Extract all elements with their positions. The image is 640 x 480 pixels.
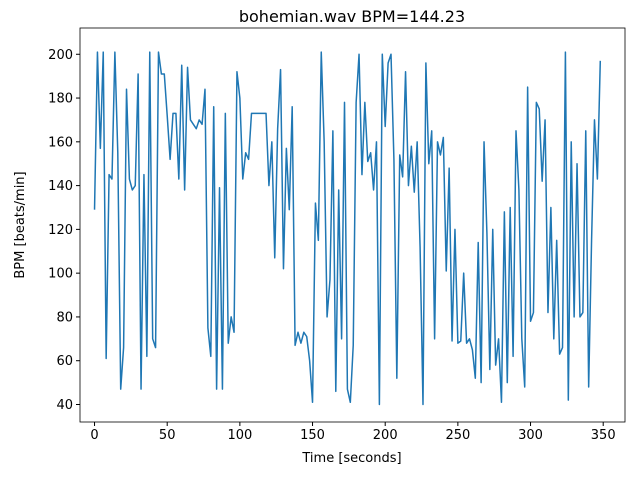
y-tick-label: 140 xyxy=(48,179,73,194)
x-tick-label: 100 xyxy=(227,428,252,443)
y-tick-label: 80 xyxy=(56,310,73,325)
x-axis-label: Time [seconds] xyxy=(301,451,401,466)
y-tick-label: 160 xyxy=(48,135,73,150)
data-line xyxy=(93,51,602,406)
plot-frame xyxy=(79,27,626,423)
y-tick-label: 100 xyxy=(48,267,73,282)
chart-title: bohemian.wav BPM=144.23 xyxy=(239,7,465,26)
x-tick-label: 50 xyxy=(159,428,176,443)
y-axis-label: BPM [beats/min] xyxy=(13,171,28,278)
x-tick-label: 300 xyxy=(518,428,543,443)
y-tick-label: 120 xyxy=(48,223,73,238)
x-tick-label: 200 xyxy=(373,428,398,443)
y-tick-label: 200 xyxy=(48,48,73,63)
x-tick-label: 150 xyxy=(300,428,325,443)
y-tick-label: 40 xyxy=(56,398,73,413)
x-tick-label: 250 xyxy=(445,428,470,443)
y-tick-label: 60 xyxy=(56,354,73,369)
x-tick-label: 0 xyxy=(90,428,98,443)
y-tick-label: 180 xyxy=(48,92,73,107)
x-tick-label: 350 xyxy=(591,428,616,443)
